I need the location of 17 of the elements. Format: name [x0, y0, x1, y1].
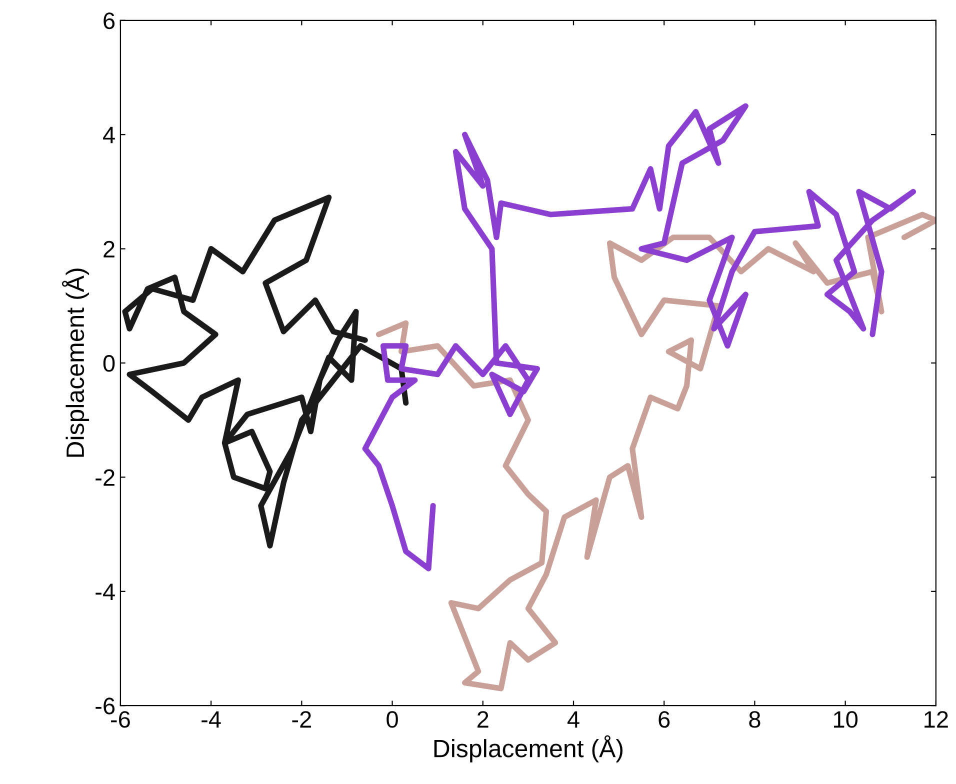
x-tick-label: 10 [834, 711, 858, 728]
x-tick-label: 6 [658, 711, 670, 728]
x-tick-label: -2 [292, 711, 311, 728]
y-tick-label: -2 [96, 469, 114, 486]
x-tick-label: 4 [567, 711, 580, 728]
x-tick-label: -4 [202, 711, 221, 728]
x-tick-label: 2 [478, 711, 488, 728]
y-tick-label: 4 [103, 126, 115, 144]
x-axis-title: Displacement (Å) [434, 735, 623, 762]
y-tick-label: 6 [104, 12, 115, 30]
y-tick-label: -4 [96, 584, 115, 600]
x-tick-label: 12 [924, 711, 948, 728]
x-tick-label: 8 [749, 711, 760, 728]
y-axis-title: Displacement (Å) [62, 268, 90, 457]
y-tick-label: 2 [104, 240, 114, 258]
x-tick-label: 0 [386, 711, 398, 728]
y-tick-label: 0 [103, 355, 115, 372]
